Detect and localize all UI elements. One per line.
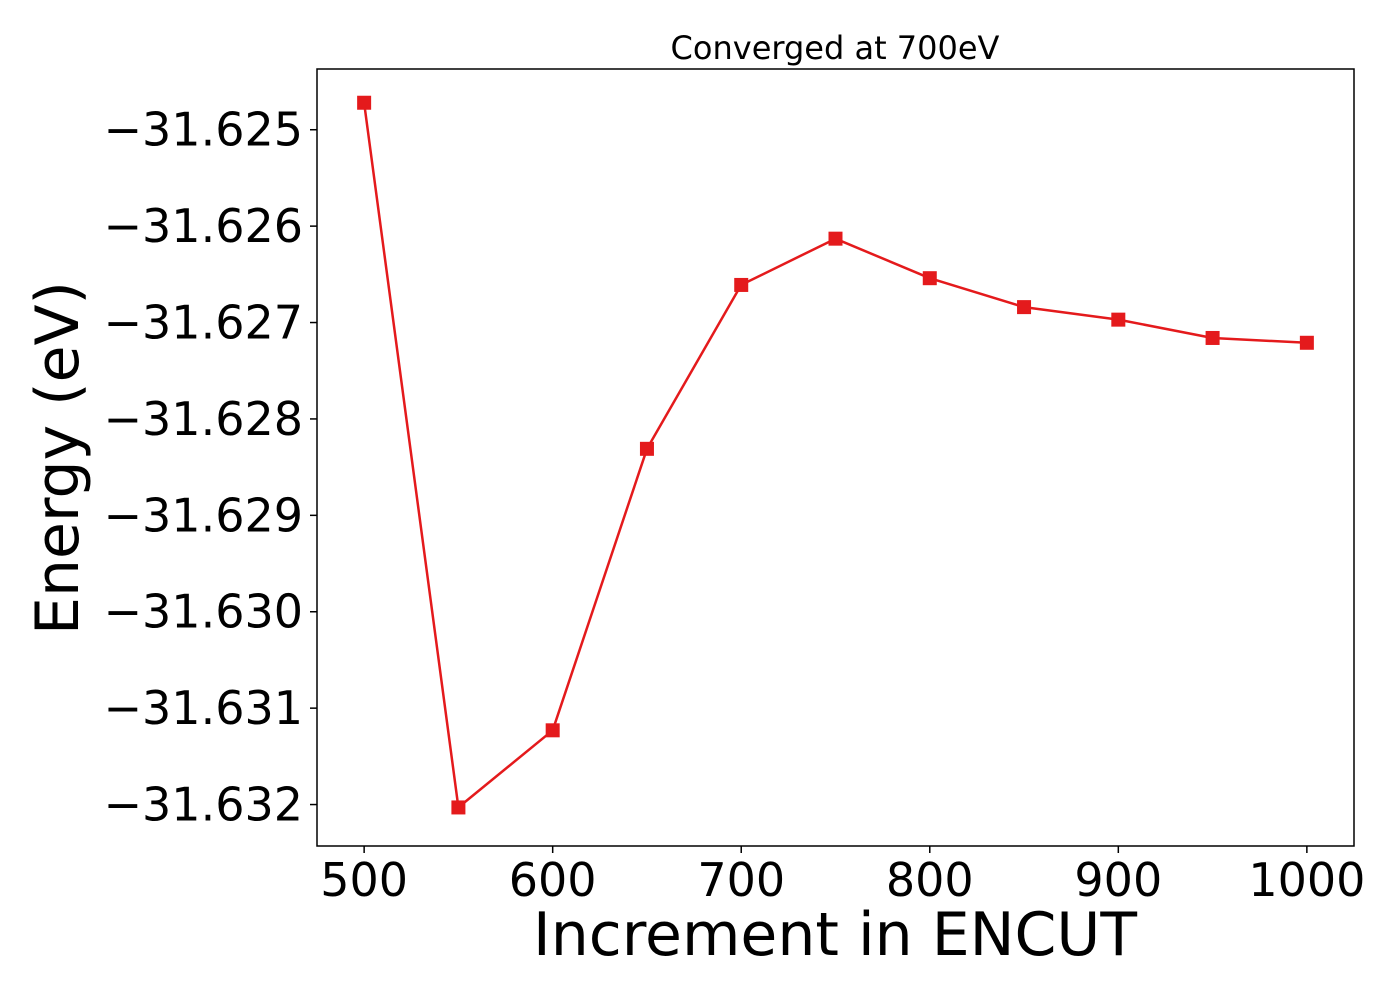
y-axis-label: Energy (eV) (23, 281, 93, 635)
x-tick-label: 900 (1074, 853, 1162, 907)
series-layer (357, 95, 1314, 815)
data-point-marker (922, 271, 937, 286)
y-tick-label: −31.632 (104, 778, 304, 832)
data-point-marker (545, 723, 560, 738)
x-tick-label: 1000 (1248, 853, 1365, 907)
y-axis: −31.625 −31.626 −31.627 −31.628 −31.629 −31.6… (104, 103, 317, 832)
y-tick-label: −31.625 (104, 103, 304, 157)
data-point-marker (451, 800, 466, 815)
series-line (362, 102, 1307, 809)
data-point-marker (1111, 312, 1126, 327)
x-tick-label: 500 (320, 853, 408, 907)
x-axis: 500 600 700 800 900 1000 (320, 846, 1365, 907)
plot-area-frame (316, 68, 1355, 847)
data-point-marker (1017, 300, 1032, 315)
y-tick-label: −31.628 (104, 392, 304, 446)
data-point-marker (639, 441, 654, 456)
y-tick-label: −31.630 (104, 585, 304, 639)
x-axis-label: Increment in ENCUT (533, 900, 1137, 970)
data-point-marker (734, 277, 749, 292)
y-tick-label: −31.629 (104, 488, 304, 542)
data-point-marker (828, 231, 843, 246)
x-tick-label: 700 (697, 853, 785, 907)
y-tick-label: −31.626 (104, 199, 304, 253)
data-point-marker (1299, 335, 1314, 350)
y-tick-label: −31.627 (104, 296, 304, 350)
data-point-marker (1205, 330, 1220, 345)
y-tick-label: −31.631 (104, 681, 304, 735)
x-tick-label: 600 (509, 853, 597, 907)
x-tick-label: 800 (886, 853, 974, 907)
data-point-marker (357, 95, 372, 110)
chart-title: Converged at 700eV (671, 29, 1000, 67)
